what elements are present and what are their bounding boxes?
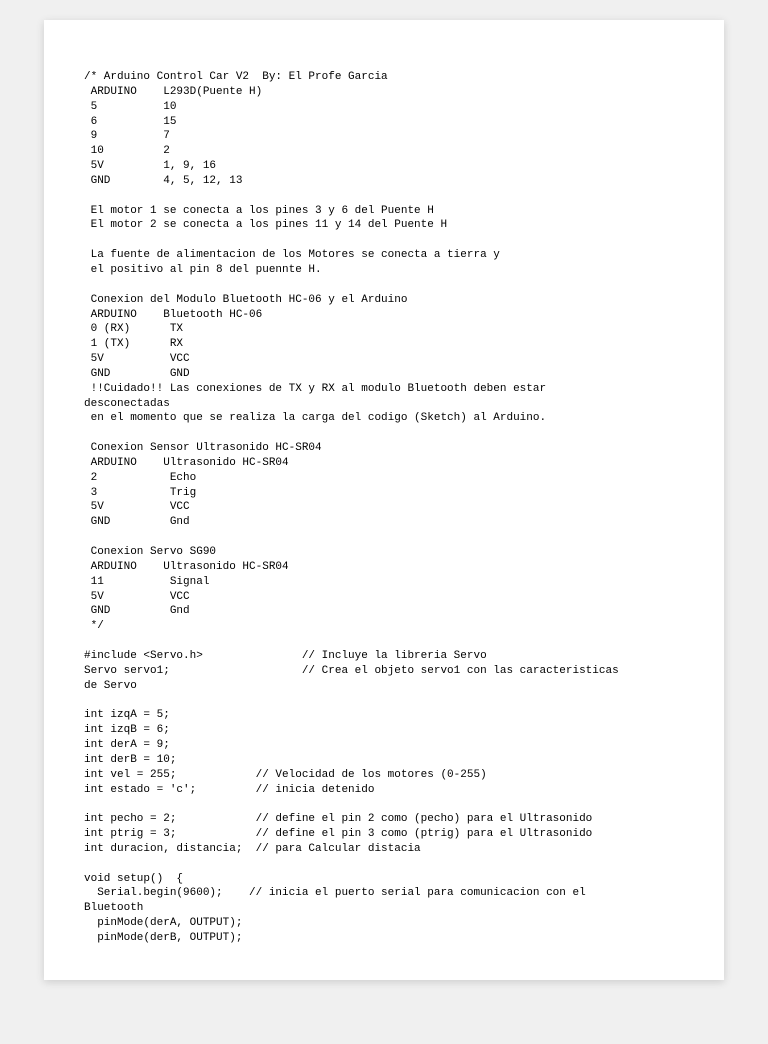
document-page: /* Arduino Control Car V2 By: El Profe G…: [44, 20, 724, 980]
code-block: /* Arduino Control Car V2 By: El Profe G…: [84, 70, 684, 946]
